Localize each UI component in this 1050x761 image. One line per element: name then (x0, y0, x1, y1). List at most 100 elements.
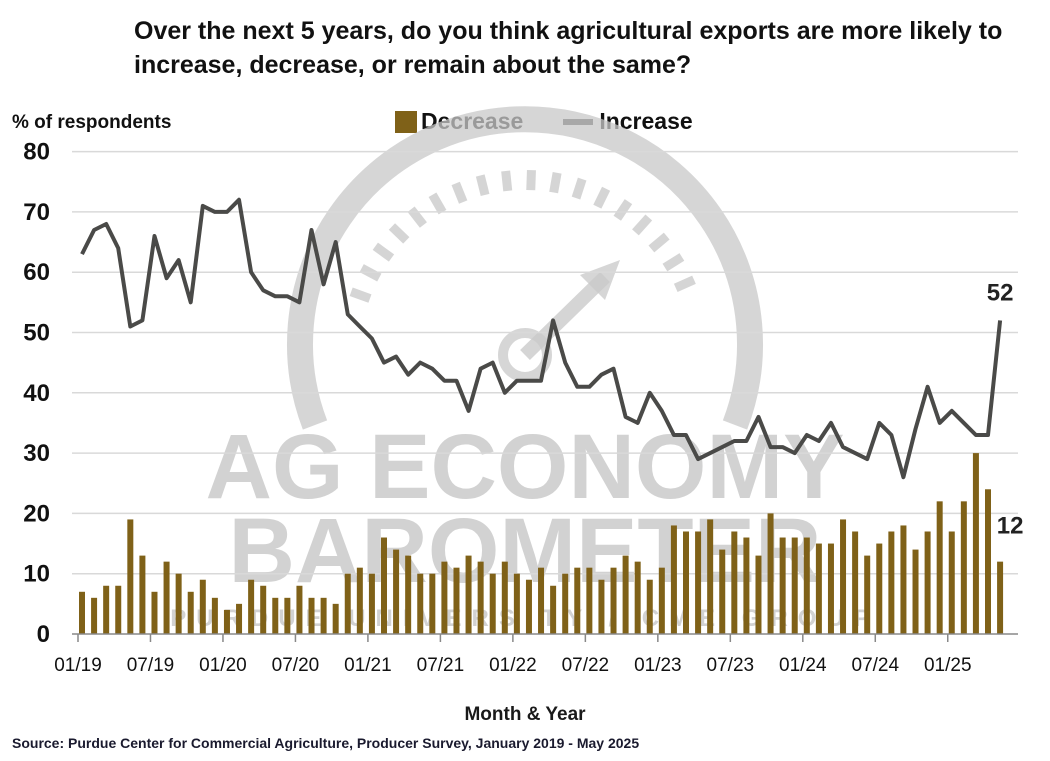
x-tick-label: 01/19 (54, 655, 102, 676)
x-tick-label: 01/23 (634, 655, 682, 676)
decrease-bar (670, 525, 677, 634)
decrease-bar (622, 555, 629, 634)
decrease-bar (646, 579, 653, 634)
decrease-bar (767, 513, 774, 634)
decrease-bar (115, 585, 122, 634)
decrease-bar (803, 537, 810, 634)
x-tick-label: 07/22 (562, 655, 610, 676)
watermark-dial-tick (648, 232, 670, 253)
watermark-dial-tick (662, 253, 685, 272)
y-tick-label: 10 (23, 561, 50, 588)
y-tick-label: 20 (23, 500, 50, 527)
x-axis-label: Month & Year (464, 704, 586, 725)
decrease-bar (719, 549, 726, 634)
decrease-bar (888, 531, 895, 634)
decrease-bar (429, 573, 436, 634)
decrease-bar (175, 573, 182, 634)
y-axis-ticks: 0 10 20 30 40 50 60 70 80 (23, 139, 50, 648)
decrease-bar (513, 573, 520, 634)
watermark-dial-tick (475, 174, 490, 196)
decrease-bar (91, 597, 98, 634)
decrease-bar (356, 567, 363, 634)
watermark-dial-tick (349, 287, 372, 303)
watermark-dial (287, 106, 763, 430)
annotation-decrease: 12 (997, 513, 1024, 540)
decrease-bar (236, 603, 243, 634)
decrease-bar (683, 531, 689, 634)
decrease-bar (344, 573, 351, 634)
x-tick-label: 07/24 (852, 655, 900, 676)
decrease-bar (332, 603, 339, 634)
x-axis: 01/19 07/19 01/20 07/20 01/21 07/21 01/22 07/22… (54, 633, 1018, 676)
decrease-bar (997, 561, 1004, 634)
decrease-bar (272, 597, 279, 634)
decrease-bar (538, 567, 545, 634)
y-tick-label: 50 (23, 320, 50, 347)
x-tick-label: 01/24 (779, 655, 827, 676)
decrease-bar (320, 597, 327, 634)
decrease-bar (827, 543, 834, 634)
watermark-dial-tick (428, 192, 447, 215)
decrease-bar (586, 567, 593, 634)
decrease-bar (211, 597, 218, 634)
watermark-dial-tick (571, 177, 587, 200)
decrease-bar (501, 561, 508, 634)
increase-series-line (80, 197, 1003, 480)
decrease-bar (103, 585, 110, 634)
decrease-bar (441, 561, 448, 634)
watermark-dial-tick (593, 186, 611, 209)
x-tick-label: 01/20 (199, 655, 247, 676)
y-tick-label: 60 (23, 259, 50, 286)
decrease-bar (562, 573, 569, 634)
end-annotations: 52 12 (987, 279, 1024, 539)
x-tick-label: 07/20 (272, 655, 320, 676)
decrease-bar (960, 501, 967, 634)
decrease-bar (151, 591, 158, 634)
decrease-bar (815, 543, 822, 634)
decrease-bar (695, 531, 702, 634)
decrease-bar (876, 543, 883, 634)
decrease-bar (199, 579, 206, 634)
x-tick-label: 01/25 (924, 655, 972, 676)
decrease-bar (731, 531, 738, 634)
decrease-bar (948, 531, 955, 634)
decrease-bar (840, 519, 847, 634)
y-tick-label: 30 (23, 440, 50, 467)
decrease-bar (610, 567, 617, 634)
annotation-increase: 52 (987, 279, 1014, 306)
decrease-bar (163, 561, 170, 634)
decrease-bar (368, 573, 375, 634)
decrease-bar (308, 597, 315, 634)
watermark-dial-tick (673, 275, 696, 292)
decrease-bar (634, 561, 641, 634)
decrease-bar (465, 555, 472, 634)
y-tick-label: 40 (23, 380, 50, 407)
x-tick-label: 01/21 (344, 655, 392, 676)
decrease-bar (393, 549, 400, 634)
x-tick-label: 01/22 (489, 655, 537, 676)
decrease-bar (525, 579, 532, 634)
decrease-bar (79, 591, 85, 634)
decrease-bar (187, 591, 194, 634)
decrease-bar (924, 531, 931, 634)
y-tick-label: 0 (37, 621, 50, 648)
watermark-dial-tick (613, 199, 633, 221)
decrease-bar (852, 531, 859, 634)
decrease-bar (477, 561, 484, 634)
decrease-bar (453, 567, 460, 634)
decrease-bar (248, 579, 255, 634)
x-tick-label: 07/19 (127, 655, 175, 676)
decrease-bar (405, 555, 412, 634)
watermark-dial-tick (632, 214, 653, 236)
watermark-dial-tick (501, 170, 513, 192)
decrease-bar (574, 567, 581, 634)
watermark-dial-tick (451, 181, 468, 204)
x-tick-label: 07/21 (417, 655, 465, 676)
decrease-bar (417, 573, 424, 634)
watermark-dial-tick (372, 242, 395, 262)
decrease-bar (936, 501, 943, 634)
y-axis-label: % of respondents (12, 112, 172, 133)
decrease-bar (707, 519, 714, 634)
gridlines (72, 150, 1018, 575)
